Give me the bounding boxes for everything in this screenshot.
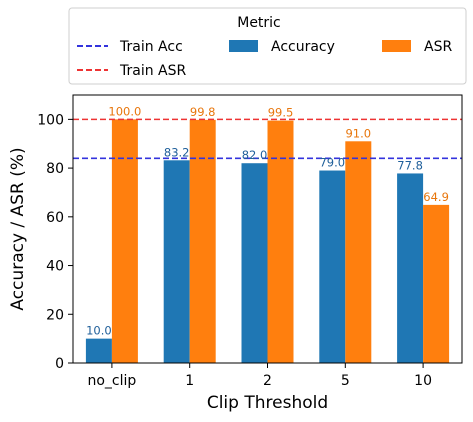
x-tick-label-1: 1 xyxy=(185,373,194,389)
value-label-accuracy-2: 82.0 xyxy=(242,148,268,162)
value-label-asr-5: 91.0 xyxy=(345,126,371,140)
bar-asr-1 xyxy=(189,119,216,363)
y-axis-label: Accuracy / ASR (%) xyxy=(8,147,28,310)
bar-asr-5 xyxy=(345,141,372,363)
value-label-accuracy-no_clip: 10.0 xyxy=(86,324,112,338)
y-tick-label-40: 40 xyxy=(46,259,64,275)
bar-value-labels: 10.0 100.0 83.2 99.8 82.0 99.5 79.0 91.0 77.8 64.… xyxy=(86,104,449,337)
y-tick-label-0: 0 xyxy=(55,356,64,372)
x-tick-label-2: 2 xyxy=(263,373,272,389)
legend: Metric Train Acc Accuracy ASR Train ASR xyxy=(68,7,467,85)
x-tick-label-10: 10 xyxy=(414,373,432,389)
x-axis-label: Clip Threshold xyxy=(207,393,328,413)
bar-accuracy-1 xyxy=(163,160,190,363)
legend-train-asr-label: Train ASR xyxy=(119,63,187,79)
legend-asr-label: ASR xyxy=(424,39,452,55)
value-label-accuracy-1: 83.2 xyxy=(164,145,190,159)
bar-asr-10 xyxy=(423,204,450,363)
reference-lines xyxy=(73,118,462,160)
bar-accuracy-10 xyxy=(397,173,424,363)
legend-accuracy-label: Accuracy xyxy=(271,39,335,55)
bar-asr-no_clip xyxy=(111,119,138,363)
x-axis-ticks: no_clip 1 2 5 10 xyxy=(87,363,432,389)
bars xyxy=(85,119,450,363)
legend-title: Metric xyxy=(237,15,281,31)
x-tick-label-5: 5 xyxy=(341,373,350,389)
value-label-asr-10: 64.9 xyxy=(423,190,449,204)
bar-accuracy-2 xyxy=(241,163,268,363)
legend-accuracy-swatch xyxy=(229,40,258,52)
x-tick-label-no_clip: no_clip xyxy=(87,373,136,389)
value-label-asr-2: 99.5 xyxy=(268,106,294,120)
value-label-asr-1: 99.8 xyxy=(190,105,216,119)
y-tick-label-60: 60 xyxy=(46,210,64,226)
value-label-accuracy-5: 79.0 xyxy=(319,156,345,170)
y-tick-label-20: 20 xyxy=(46,307,64,323)
y-axis-ticks: 0 20 40 60 80 100 xyxy=(37,112,73,372)
bar-accuracy-5 xyxy=(319,170,346,363)
bar-asr-2 xyxy=(267,120,294,363)
legend-train-acc-label: Train Acc xyxy=(119,39,183,55)
value-label-asr-no_clip: 100.0 xyxy=(108,104,141,118)
value-label-accuracy-10: 77.8 xyxy=(397,158,423,172)
y-tick-label-100: 100 xyxy=(37,112,64,128)
legend-asr-swatch xyxy=(382,40,411,52)
bar-accuracy-no_clip xyxy=(85,338,112,363)
y-tick-label-80: 80 xyxy=(46,161,64,177)
legend-frame xyxy=(68,7,467,85)
